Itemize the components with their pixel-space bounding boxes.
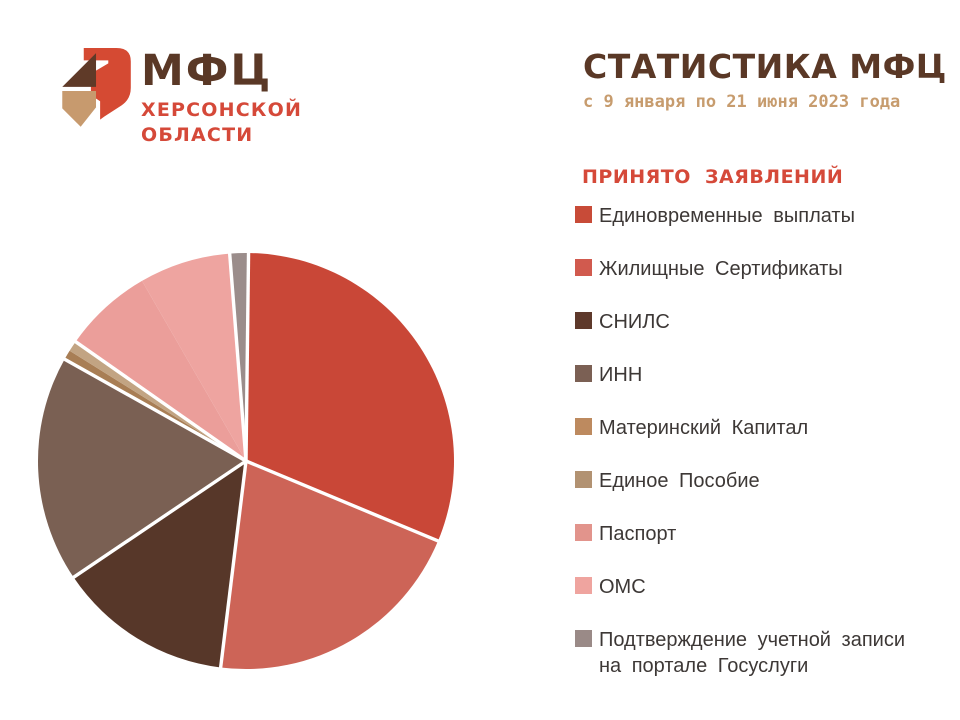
legend-label: ОМС [599, 576, 646, 598]
legend-item-7: Паспорт [575, 521, 945, 574]
pie-divider [244, 250, 251, 462]
legend-label: СНИЛС [599, 311, 670, 333]
legend-swatch [575, 577, 592, 594]
legend-swatch [575, 312, 592, 329]
legend-label: Единовременные выплаты [599, 205, 855, 227]
pie-divider [73, 339, 247, 463]
legend-swatch [575, 630, 592, 647]
legend-item-2: Жилищные Сертификаты [575, 256, 945, 309]
pie-slice [220, 461, 439, 670]
pie-slice [246, 253, 454, 541]
legend-item-6: Единое Пособие [575, 468, 945, 521]
logo-region-line1: ХЕРСОНСКОЙ [141, 99, 303, 121]
legend-swatch [575, 524, 592, 541]
logo-red-shape [83, 48, 131, 120]
legend-label: Единое Пособие [599, 470, 760, 492]
mfc-logo-icon [62, 48, 131, 127]
pie-divider [227, 251, 248, 462]
pie-divider [70, 459, 247, 580]
page-subtitle: с 9 января по 21 июня 2023 года [583, 91, 901, 112]
legend-item-4: ИНН [575, 362, 945, 415]
legend-swatch [575, 418, 592, 435]
legend-swatch [575, 471, 592, 488]
legend-label: ИНН [599, 364, 643, 386]
legend-swatch [575, 259, 592, 276]
pie-slice [142, 253, 246, 461]
pie-slice [73, 461, 246, 668]
pie-slice [75, 280, 246, 461]
pie-chart [38, 250, 454, 670]
legend-swatch [575, 206, 592, 223]
legend: ПРИНЯТО ЗАЯВЛЕНИЙ Единовременные выплаты… [575, 166, 945, 680]
legend-items: Единовременные выплаты Жилищные Сертифика… [575, 203, 945, 680]
pie-divider [62, 356, 247, 463]
page-title: СТАТИСТИКА МФЦ [583, 47, 947, 86]
pie-slice [64, 350, 246, 461]
legend-header: ПРИНЯТО ЗАЯВЛЕНИЙ [582, 166, 844, 188]
pie-divider [245, 459, 441, 544]
pie-slice [38, 359, 246, 578]
logo-text: МФЦ ХЕРСОНСКОЙ ОБЛАСТИ [141, 50, 302, 147]
pie-divider [218, 460, 248, 670]
title-block: СТАТИСТИКА МФЦ с 9 января по 21 июня 202… [583, 47, 947, 112]
legend-swatch [575, 365, 592, 382]
logo-region: ХЕРСОНСКОЙ ОБЛАСТИ [141, 98, 302, 147]
legend-label: Подтверждение учетной записи на портале … [599, 629, 906, 677]
pie-chart-area [33, 248, 459, 674]
logo-region-line2: ОБЛАСТИ [141, 123, 254, 146]
legend-item-3: СНИЛС [575, 309, 945, 362]
logo-tan-shape [62, 91, 97, 127]
logo-name: МФЦ [141, 46, 273, 96]
legend-item-5: Материнский Капитал [575, 415, 945, 468]
legend-label: Жилищные Сертификаты [599, 258, 843, 280]
legend-item-1: Единовременные выплаты [575, 203, 945, 256]
legend-item-9: Подтверждение учетной записи на портале … [575, 627, 945, 680]
legend-item-8: ОМС [575, 574, 945, 627]
logo-brown-shape [62, 53, 97, 87]
legend-label: Материнский Капитал [599, 417, 809, 439]
legend-label: Паспорт [599, 523, 677, 545]
